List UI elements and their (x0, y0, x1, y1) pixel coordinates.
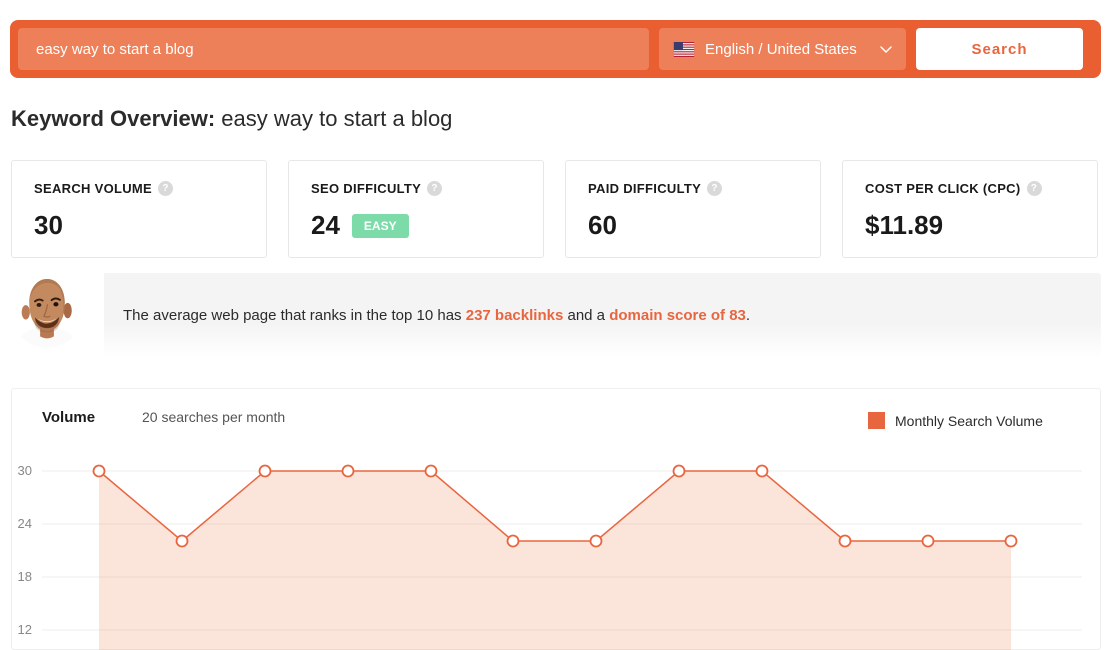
svg-text:12: 12 (18, 622, 32, 637)
svg-text:18: 18 (18, 569, 32, 584)
svg-text:30: 30 (18, 463, 32, 478)
svg-text:24: 24 (18, 516, 32, 531)
